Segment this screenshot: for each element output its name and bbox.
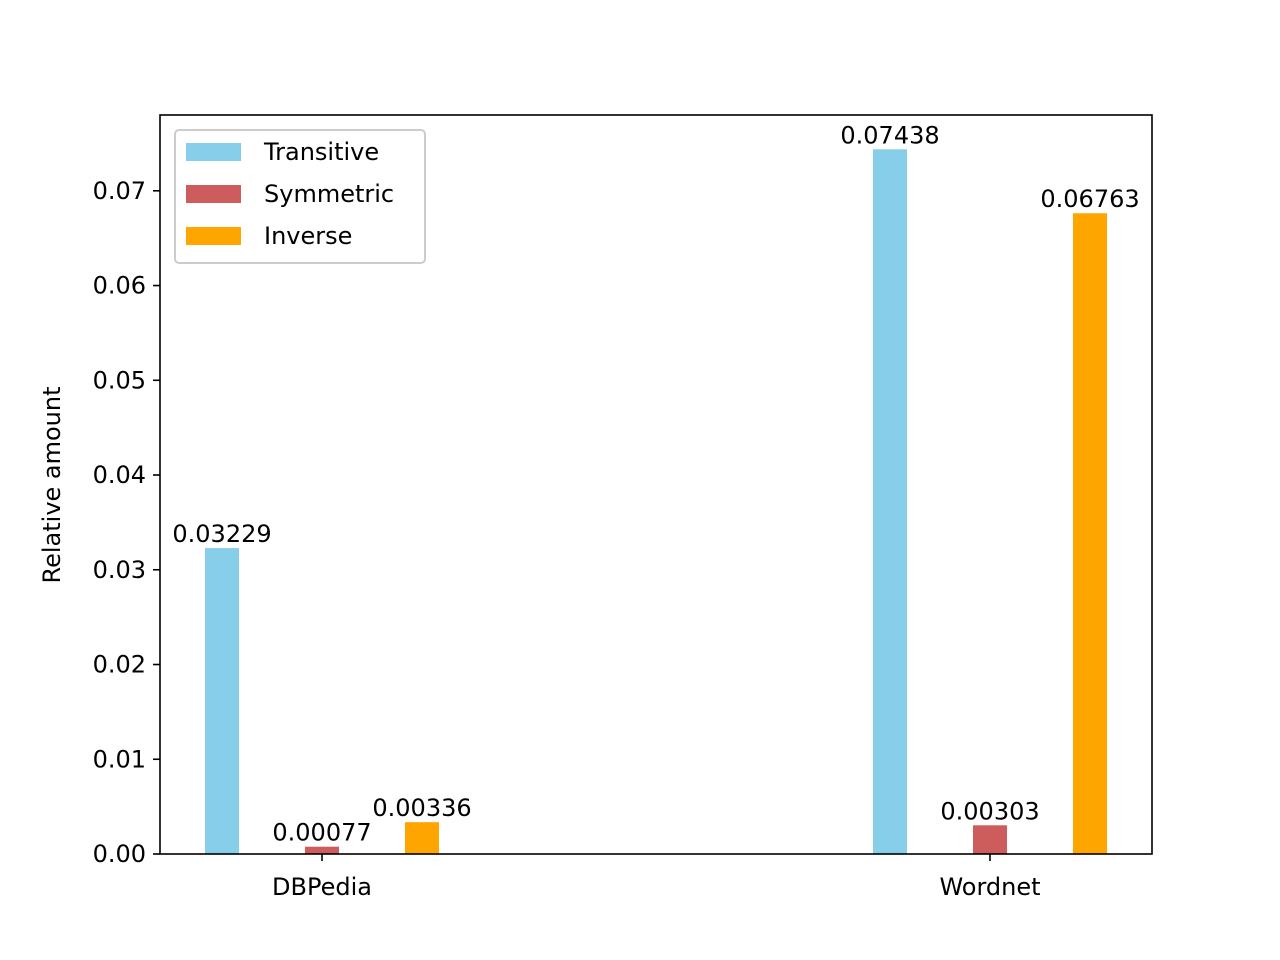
- plot-frame: [159, 114, 1153, 855]
- bar-inverse-wordnet: [1073, 213, 1107, 855]
- bar-inverse-dbpedia: [405, 822, 439, 854]
- y-tick-label: 0.05: [93, 366, 146, 394]
- bar-labels-group: 0.03229 0.07438 0.00077 0.00303 0.00336 0.067…: [172, 121, 1139, 846]
- y-tick-label: 0.04: [93, 461, 146, 489]
- y-tick-label: 0.02: [93, 651, 146, 679]
- y-tick-label: 0.01: [93, 745, 146, 773]
- bar-value-label: 0.00077: [272, 819, 371, 847]
- y-tick-label: 0.07: [93, 177, 146, 205]
- bar-value-label: 0.06763: [1040, 185, 1139, 213]
- legend-label-inverse: Inverse: [264, 222, 352, 250]
- bar-transitive-wordnet: [873, 149, 907, 854]
- y-tick-label: 0.03: [93, 556, 146, 584]
- y-tick-label: 0.06: [93, 272, 146, 300]
- legend-swatch-inverse: [186, 227, 241, 245]
- x-tick-label: Wordnet: [939, 873, 1040, 901]
- bar-transitive-dbpedia: [205, 548, 239, 854]
- bars-group: [205, 149, 1107, 855]
- bar-value-label: 0.07438: [840, 121, 939, 149]
- x-axis: DBPedia Wordnet: [272, 854, 1041, 901]
- legend-label-transitive: Transitive: [263, 138, 379, 166]
- legend-label-symmetric: Symmetric: [264, 180, 394, 208]
- bar-symmetric-dbpedia: [305, 846, 339, 854]
- bar-symmetric-wordnet: [973, 825, 1007, 854]
- bar-value-label: 0.00336: [372, 794, 471, 822]
- y-axis-label: Relative amount: [38, 386, 66, 583]
- legend: Transitive Symmetric Inverse: [174, 129, 426, 264]
- y-tick-label: 0.00: [93, 840, 146, 868]
- legend-swatch-transitive: [186, 143, 241, 161]
- bar-value-label: 0.00303: [940, 797, 1039, 825]
- legend-swatch-symmetric: [186, 185, 241, 203]
- bar-value-label: 0.03229: [172, 520, 271, 548]
- y-axis: 0.00 0.01 0.02 0.03 0.04 0.05 0.06 0.07: [93, 177, 160, 868]
- x-tick-label: DBPedia: [272, 873, 372, 901]
